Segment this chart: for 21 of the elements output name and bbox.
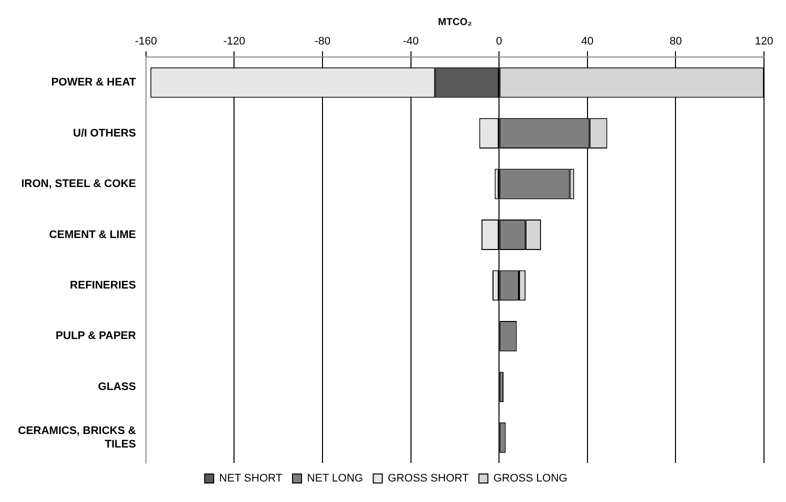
x-tick-label: -160	[134, 36, 157, 48]
legend-label: GROSS LONG	[493, 472, 568, 485]
y-tick-label: POWER & HEAT	[51, 76, 136, 89]
y-tick-label: CEMENT & LIME	[49, 228, 136, 241]
y-tick-label: REFINERIES	[70, 279, 136, 292]
x-tick-label: -120	[223, 36, 246, 48]
y-tick-label: GLASS	[98, 380, 136, 393]
x-tick-label: -40	[402, 36, 419, 48]
x-tick-label: 80	[670, 36, 682, 48]
legend-label: NET LONG	[307, 472, 364, 485]
y-tick-label: CERAMICS, BRICKS & TILES	[18, 425, 136, 450]
y-tick-label: IRON, STEEL & COKE	[21, 178, 136, 190]
y-tick-label: U/I OTHERS	[72, 127, 136, 140]
y-tick-label: PULP & PAPER	[56, 330, 136, 342]
legend-label: GROSS SHORT	[388, 472, 470, 485]
x-tick-label: 120	[754, 36, 774, 48]
legend-label: NET SHORT	[219, 472, 283, 485]
x-tick-label: 40	[581, 36, 594, 48]
x-tick-label: 0	[496, 36, 502, 48]
x-tick-label: -80	[314, 36, 330, 48]
x-axis-title: MTCO₂	[438, 16, 472, 28]
